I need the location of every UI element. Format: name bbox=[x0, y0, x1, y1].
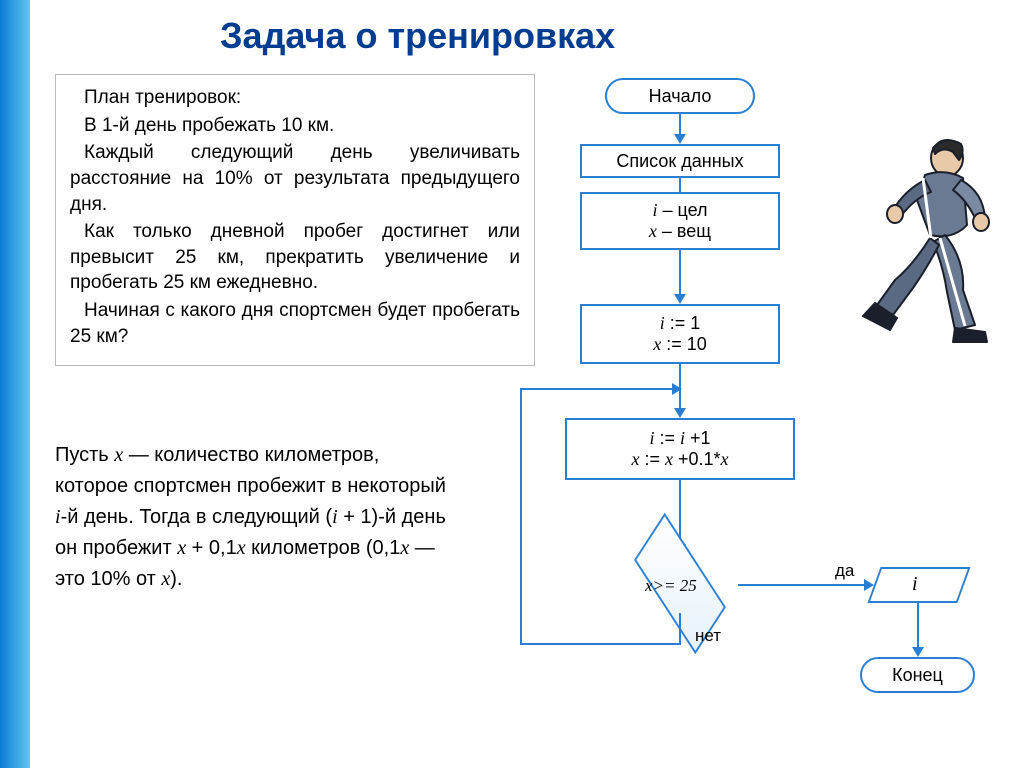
problem-text: План тренировок: В 1-й день пробежать 10… bbox=[55, 74, 535, 366]
label-no: нет bbox=[695, 626, 721, 646]
arrow-icon bbox=[674, 134, 686, 144]
arrow-icon bbox=[674, 294, 686, 304]
connector bbox=[679, 613, 681, 643]
node-declarations: i – целx – вещ bbox=[580, 192, 780, 250]
node-init: i := 1 x := 10 bbox=[580, 304, 780, 364]
connector bbox=[917, 603, 919, 651]
connector bbox=[738, 584, 868, 586]
arrow-icon bbox=[912, 647, 924, 657]
explanation-text: Пусть x — количество километров, которое… bbox=[55, 440, 455, 595]
plan-line1: В 1-й день пробежать 10 км. bbox=[70, 113, 520, 139]
decision-label: x>= 25 bbox=[645, 576, 697, 596]
plan-line2: Каждый следующий день увеличивать рассто… bbox=[70, 140, 520, 217]
plan-question: Начиная с какого дня спортсмен будет про… bbox=[70, 298, 520, 349]
connector bbox=[520, 643, 681, 645]
page-title: Задача о тренировках bbox=[220, 15, 615, 57]
plan-heading: План тренировок: bbox=[70, 85, 520, 111]
label-yes: да bbox=[835, 561, 854, 581]
arrow-icon bbox=[672, 383, 682, 395]
connector bbox=[679, 250, 681, 298]
arrow-icon bbox=[674, 408, 686, 418]
node-end: Конец bbox=[860, 657, 975, 693]
connector bbox=[520, 388, 522, 645]
plan-line3: Как только дневной пробег достигнет или … bbox=[70, 219, 520, 296]
node-update: i := i +1 x := x +0.1*x bbox=[565, 418, 795, 480]
output-label: i bbox=[912, 573, 918, 596]
runner-icon bbox=[835, 130, 1010, 350]
accent-bar bbox=[0, 0, 30, 768]
node-output bbox=[867, 567, 970, 603]
connector bbox=[520, 388, 678, 390]
connector bbox=[679, 178, 681, 192]
node-datalist: Список данных bbox=[580, 144, 780, 178]
node-start: Начало bbox=[605, 78, 755, 114]
